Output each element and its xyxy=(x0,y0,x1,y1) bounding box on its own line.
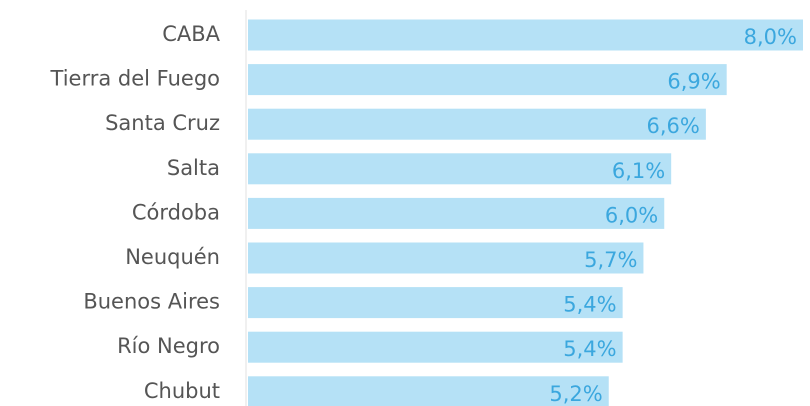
bar xyxy=(248,197,665,229)
bar xyxy=(248,242,644,274)
category-label: Buenos Aires xyxy=(83,290,220,314)
value-label: 6,1% xyxy=(612,159,665,183)
bar xyxy=(248,376,609,406)
category-label: Chubut xyxy=(144,379,220,403)
value-label: 5,4% xyxy=(563,293,616,317)
value-label: 6,0% xyxy=(605,203,658,227)
category-label: Córdoba xyxy=(132,200,220,224)
category-label: Santa Cruz xyxy=(105,111,220,135)
value-label: 6,9% xyxy=(667,70,720,94)
category-label: CABA xyxy=(162,22,220,46)
bar xyxy=(248,153,672,185)
bar xyxy=(248,108,706,140)
category-label: Río Negro xyxy=(117,334,220,358)
value-label: 6,6% xyxy=(647,114,700,138)
value-label: 5,2% xyxy=(549,382,602,406)
bar xyxy=(248,19,803,51)
category-label: Salta xyxy=(167,156,220,180)
bar xyxy=(248,287,623,319)
category-label: Tierra del Fuego xyxy=(50,67,220,91)
value-label: 5,4% xyxy=(563,337,616,361)
category-label: Neuquén xyxy=(125,245,220,269)
value-label: 8,0% xyxy=(744,25,797,49)
bar xyxy=(248,64,727,96)
value-label: 5,7% xyxy=(584,248,637,272)
bar xyxy=(248,331,623,363)
